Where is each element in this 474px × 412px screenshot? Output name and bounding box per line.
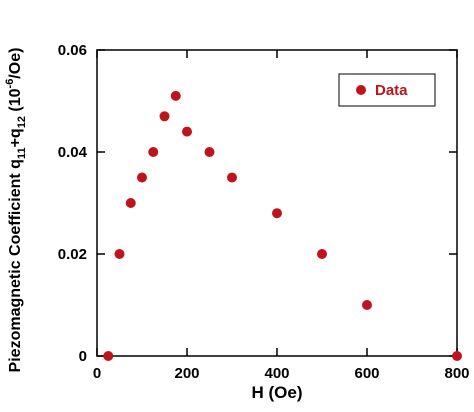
data-point bbox=[148, 147, 159, 157]
legend-marker bbox=[356, 85, 366, 95]
x-tick-label: 800 bbox=[444, 365, 469, 382]
y-axis-label-part: (10 bbox=[7, 88, 24, 116]
y-axis-label-part: -6 bbox=[4, 79, 16, 89]
y-tick-label: 0.04 bbox=[58, 144, 88, 161]
data-point bbox=[170, 90, 181, 101]
y-axis-label-part: /Oe) bbox=[7, 48, 24, 79]
data-point bbox=[452, 351, 462, 361]
data-point bbox=[182, 126, 192, 137]
y-tick-label: 0 bbox=[79, 348, 87, 365]
legend-label: Data bbox=[375, 82, 408, 99]
data-point bbox=[362, 300, 372, 310]
legend-box bbox=[338, 73, 436, 107]
data-point bbox=[204, 147, 215, 157]
y-tick-label: 0.06 bbox=[58, 42, 87, 59]
data-point bbox=[137, 172, 147, 183]
data-point bbox=[227, 172, 237, 183]
data-point bbox=[272, 208, 282, 219]
data-point bbox=[317, 249, 327, 259]
y-axis-label-part: 11 bbox=[16, 147, 28, 159]
x-tick-label: 200 bbox=[174, 365, 199, 382]
data-point bbox=[103, 351, 114, 361]
y-axis-label-part: +q bbox=[7, 128, 24, 147]
x-axis-label: H (Oe) bbox=[252, 383, 303, 402]
y-axis-label: Piezomagnetic Coefficient q11+q12 (10-6/… bbox=[4, 48, 28, 373]
x-tick-label: 400 bbox=[264, 365, 289, 382]
data-point bbox=[125, 198, 136, 208]
y-axis-label-part: 12 bbox=[16, 116, 28, 128]
data-point bbox=[114, 249, 125, 259]
y-tick-label: 0.02 bbox=[58, 246, 87, 263]
x-tick-label: 600 bbox=[354, 365, 379, 382]
y-axis-label-part: Piezomagnetic Coefficient q bbox=[7, 159, 24, 372]
x-tick-label: 0 bbox=[93, 365, 101, 382]
data-point bbox=[159, 111, 170, 122]
